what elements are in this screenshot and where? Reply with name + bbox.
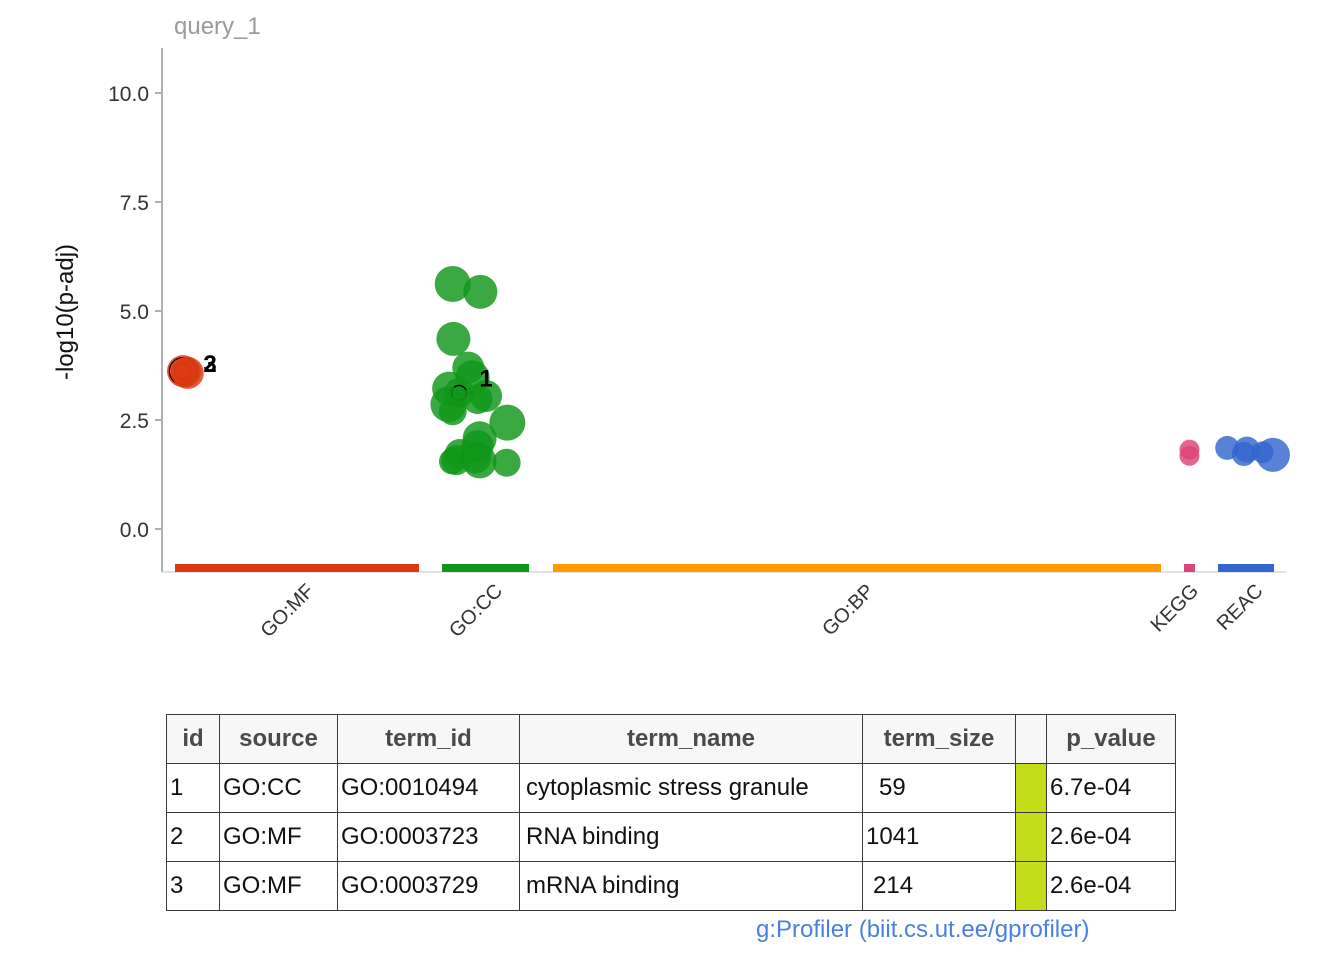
- point-label: 1: [479, 366, 492, 393]
- header-bar: [1015, 714, 1047, 764]
- cell-significance-bar: [1015, 763, 1047, 813]
- data-point: [1231, 442, 1256, 467]
- cell-term-name: cytoplasmic stress granule: [519, 763, 863, 813]
- cell-term-id: GO:0003723: [337, 812, 520, 862]
- cell-p-value: 2.6e-04: [1046, 861, 1176, 911]
- table-row: 3 GO:MF GO:0003729 mRNA binding 214 2.6e…: [166, 861, 1176, 911]
- x-tick-label: GO:BP: [818, 580, 878, 640]
- header-term-id: term_id: [337, 714, 520, 764]
- cell-id: 1: [166, 763, 220, 813]
- cell-source: GO:MF: [219, 812, 338, 862]
- source-bar-go-bp: [553, 564, 1161, 572]
- x-tick-labels: GO:MF GO:CC GO:BP KEGG REAC: [257, 580, 1268, 642]
- data-point: [438, 397, 467, 426]
- gprofiler-credit-link[interactable]: g:Profiler (biit.cs.ut.ee/gprofiler): [756, 916, 1090, 943]
- x-tick-label: GO:MF: [257, 580, 319, 642]
- cell-term-name: mRNA binding: [519, 861, 863, 911]
- table-header-row: id source term_id term_name term_size p_…: [166, 714, 1176, 764]
- source-bars: [175, 564, 1274, 572]
- header-p-value: p_value: [1046, 714, 1176, 764]
- point-label: 2: [203, 351, 216, 378]
- table-row: 2 GO:MF GO:0003723 RNA binding 1041 2.6e…: [166, 812, 1176, 862]
- x-tick-label: GO:CC: [445, 580, 507, 642]
- point-labels: 23 1: [203, 351, 492, 392]
- data-point: [1255, 437, 1290, 472]
- y-tick-label: 5.0: [120, 301, 149, 324]
- table-row: 1 GO:CC GO:0010494 cytoplasmic stress gr…: [166, 763, 1176, 813]
- y-tick-label: 7.5: [120, 192, 149, 215]
- data-point: [463, 274, 498, 309]
- cell-term-size: 1041: [862, 812, 1016, 862]
- source-bar-go-mf: [175, 564, 419, 572]
- header-term-name: term_name: [519, 714, 863, 764]
- y-tick-label: 2.5: [120, 410, 149, 433]
- data-point: [1179, 445, 1200, 466]
- cell-p-value: 6.7e-04: [1046, 763, 1176, 813]
- cell-p-value: 2.6e-04: [1046, 812, 1176, 862]
- cell-source: GO:CC: [219, 763, 338, 813]
- cell-id: 2: [166, 812, 220, 862]
- header-source: source: [219, 714, 338, 764]
- y-axis-label: -log10(p-adj): [52, 244, 79, 380]
- cell-term-size: 214: [862, 861, 1016, 911]
- data-point: [438, 448, 465, 475]
- cell-term-size: 59: [862, 763, 1016, 813]
- data-point: [489, 404, 526, 441]
- manhattan-plot: query_1 -log10(p-adj) 0.0 2.5 5.0 7.5 10.0 G…: [52, 13, 1290, 642]
- data-point: [170, 357, 201, 388]
- chart-title: query_1: [174, 13, 261, 40]
- results-table: id source term_id term_name term_size p_…: [166, 714, 1176, 911]
- cell-significance-bar: [1015, 861, 1047, 911]
- y-ticks: 0.0 2.5 5.0 7.5 10.0: [108, 83, 162, 542]
- source-bar-kegg: [1184, 564, 1195, 572]
- data-point: [462, 384, 493, 415]
- data-points: [166, 265, 1290, 479]
- data-point: [492, 448, 521, 477]
- source-bar-reac: [1218, 564, 1274, 572]
- x-tick-label: REAC: [1213, 580, 1268, 635]
- data-point: [434, 265, 471, 302]
- cell-term-id: GO:0003729: [337, 861, 520, 911]
- cell-source: GO:MF: [219, 861, 338, 911]
- header-id: id: [166, 714, 220, 764]
- cell-term-name: RNA binding: [519, 812, 863, 862]
- cell-significance-bar: [1015, 812, 1047, 862]
- data-point: [462, 444, 497, 479]
- point-label: 3: [203, 351, 216, 378]
- y-tick-label: 0.0: [120, 519, 149, 542]
- data-point: [436, 321, 471, 356]
- source-bar-go-cc: [442, 564, 529, 572]
- x-tick-label: KEGG: [1147, 580, 1203, 636]
- y-tick-label: 10.0: [108, 83, 149, 106]
- header-term-size: term_size: [862, 714, 1016, 764]
- cell-id: 3: [166, 861, 220, 911]
- cell-term-id: GO:0010494: [337, 763, 520, 813]
